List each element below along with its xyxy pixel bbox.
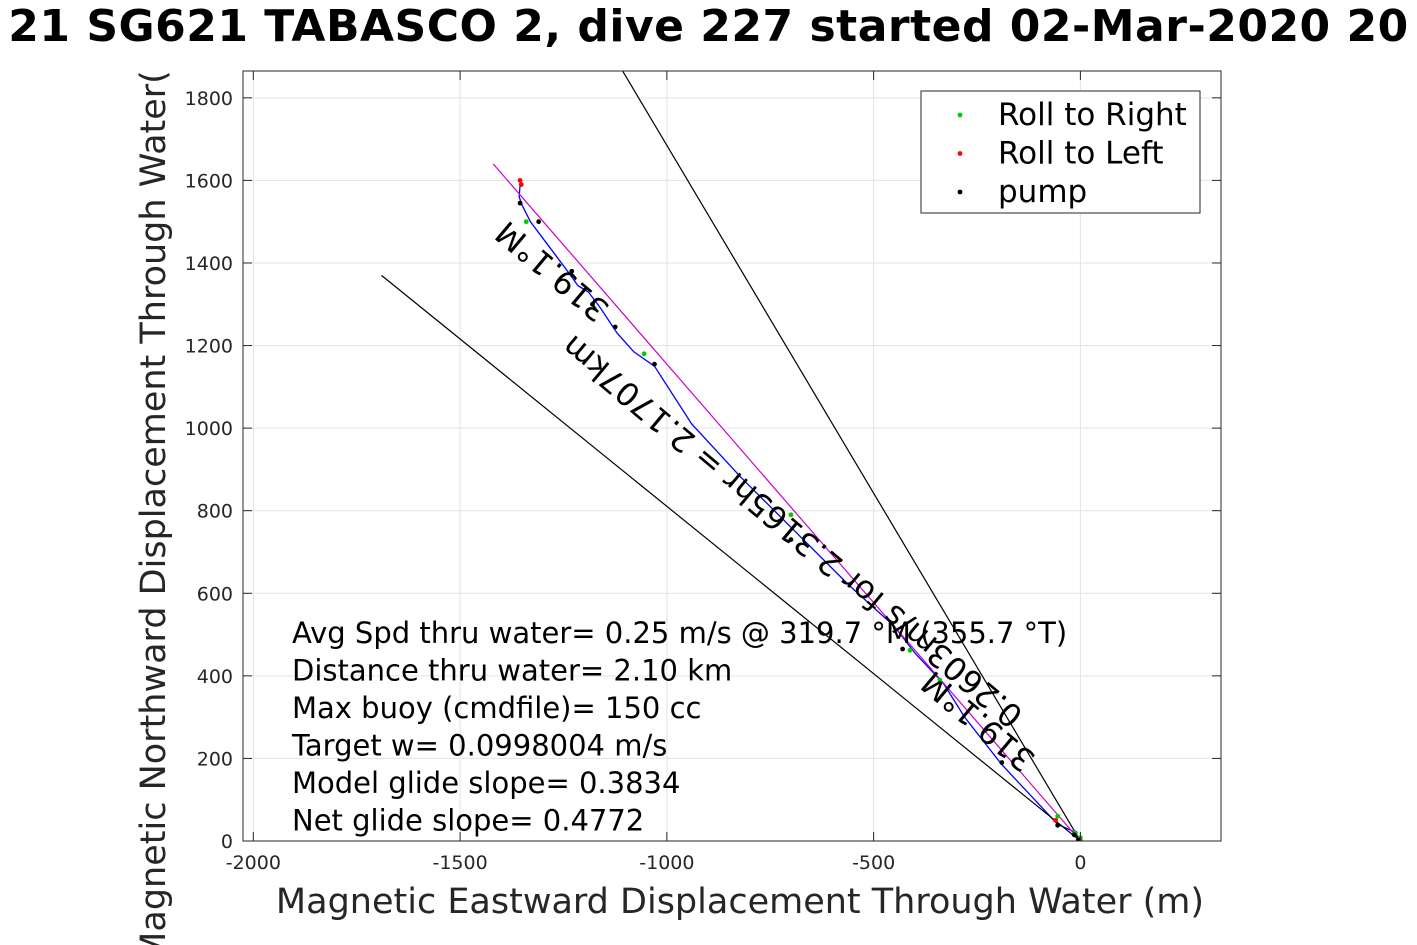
legend-label: pump [998,174,1087,210]
point-roll-to-right [641,351,647,357]
annotation-line: Net glide slope= 0.4772 [292,804,644,838]
annotation-line: Distance thru water= 2.10 km [292,654,732,688]
legend-marker [957,151,963,156]
x-axis-label: Magnetic Eastward Displacement Through W… [276,882,1204,922]
point-pump [536,219,542,225]
point-pump [1071,832,1077,838]
y-axis-label: Magnetic Northward Displacement Through … [134,70,174,945]
y-tick-label: 1800 [185,88,233,110]
point-pump [652,361,657,367]
point-pump [999,760,1005,765]
annotation-line: Max buoy (cmdfile)= 150 cc [292,691,701,725]
y-tick-label: 1200 [185,336,233,358]
y-tick-label: 800 [197,501,233,523]
legend-label: Roll to Right [998,97,1187,133]
point-roll-to-left [1053,817,1058,823]
y-tick-label: 1600 [185,170,233,192]
x-tick-label: -1000 [639,852,694,874]
point-roll-to-right [1055,813,1061,819]
y-tick-label: 400 [197,666,233,688]
point-roll-to-left [518,182,524,187]
x-tick-label: 0 [1074,852,1086,874]
series-course [492,163,1081,841]
y-tick-label: 0 [221,831,233,853]
y-tick-label: 1000 [185,418,233,440]
point-roll-to-right [523,219,529,225]
annotation-line: Avg Spd thru water= 0.25 m/s @ 319.7 °M … [292,616,1067,650]
legend-marker [957,189,963,195]
legend-marker [957,112,963,118]
x-tick-label: -500 [852,852,895,874]
series-wedge-right [621,71,1081,841]
point-roll-to-right [937,677,943,683]
point-roll-to-right [592,305,597,311]
point-roll-to-right [788,512,794,518]
axes-box [242,70,1222,842]
point-pump [590,301,595,307]
y-tick-label: 200 [197,748,233,770]
point-pump [1055,822,1061,828]
legend-label: Roll to Left [998,136,1164,172]
y-tick-label: 1400 [185,253,233,275]
point-pump [517,200,523,206]
point-roll-to-left [517,178,523,183]
point-roll-to-right [907,647,913,653]
x-tick-label: -2000 [226,852,281,874]
point-pump [1075,837,1081,841]
series-track [518,184,1081,841]
point-pump [900,646,905,652]
legend-box [920,90,1201,214]
x-tick-label: -1500 [432,852,487,874]
annotation-line: Model glide slope= 0.3834 [292,766,680,800]
chart-title: 21 SG621 TABASCO 2, dive 227 started 02-… [8,1,1409,52]
point-pump [612,324,618,330]
series-wedge-left [381,274,1081,841]
annotation-line: Target w= 0.0998004 m/s [291,729,667,763]
y-tick-label: 600 [197,583,233,605]
point-pump [788,537,794,543]
point-pump [569,268,575,274]
